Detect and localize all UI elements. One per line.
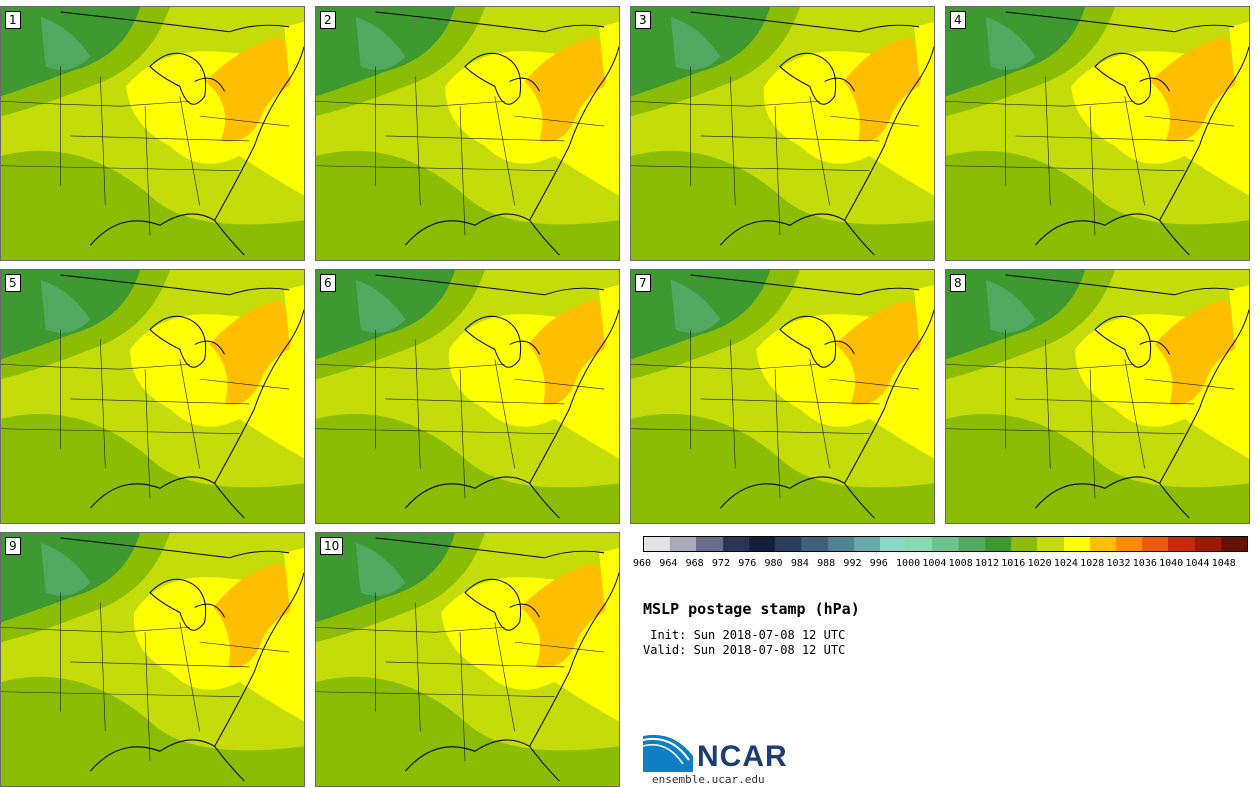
colorbar-tick-label: 1032 bbox=[1106, 558, 1131, 569]
colorbar-swatch bbox=[644, 537, 671, 551]
colorbar-tick-label: 1036 bbox=[1132, 558, 1157, 569]
colorbar-tick-label: 1000 bbox=[896, 558, 921, 569]
colorbar-swatch bbox=[1011, 537, 1038, 551]
ensemble-member-map: 3 bbox=[630, 6, 935, 261]
colorbar-tick-label: 1040 bbox=[1159, 558, 1184, 569]
init-time: Init: Sun 2018-07-08 12 UTC bbox=[643, 628, 846, 642]
colorbar-tick-label: 980 bbox=[764, 558, 783, 569]
colorbar-tick-label: 1012 bbox=[974, 558, 1000, 569]
colorbar-swatch bbox=[1089, 537, 1116, 551]
colorbar-tick-label: 976 bbox=[738, 558, 757, 569]
member-number-label: 8 bbox=[950, 274, 966, 292]
ensemble-member-map: 10 bbox=[315, 532, 620, 787]
colorbar-swatch bbox=[1115, 537, 1143, 551]
colorbar-tick-label: 1020 bbox=[1027, 558, 1052, 569]
ncar-logo-text: NCAR bbox=[697, 740, 788, 773]
colorbar-swatch bbox=[775, 537, 802, 551]
colorbar-swatch bbox=[932, 537, 959, 551]
colorbar-tick-label: 988 bbox=[817, 558, 836, 569]
colorbar-swatch bbox=[879, 537, 907, 551]
member-number-label: 1 bbox=[5, 11, 21, 29]
member-number-label: 4 bbox=[950, 11, 966, 29]
member-number-label: 9 bbox=[5, 537, 21, 555]
ensemble-member-map: 5 bbox=[0, 269, 305, 524]
colorbar-tick-label: 996 bbox=[869, 558, 888, 569]
colorbar-swatch bbox=[958, 537, 985, 551]
ensemble-member-map: 8 bbox=[945, 269, 1250, 524]
colorbar-swatch bbox=[670, 537, 697, 551]
colorbar-swatch bbox=[1142, 537, 1169, 551]
colorbar-tick-label: 960 bbox=[633, 558, 652, 569]
colorbar-swatch bbox=[853, 537, 880, 551]
member-number-label: 3 bbox=[635, 11, 651, 29]
colorbar-tick-label: 1016 bbox=[1001, 558, 1026, 569]
member-number-label: 6 bbox=[320, 274, 336, 292]
colorbar-tick-label: 984 bbox=[790, 558, 809, 569]
colorbar-tick-label: 972 bbox=[711, 558, 730, 569]
colorbar-tick-label: 1028 bbox=[1080, 558, 1105, 569]
chart-title: MSLP postage stamp (hPa) bbox=[643, 600, 860, 618]
colorbar-tick-label: 1024 bbox=[1053, 558, 1078, 569]
colorbar-tick-labels: 960 964 968 972 976 980 984 988 992 996 1000 1004 10… bbox=[633, 558, 1260, 572]
valid-time: Valid: Sun 2018-07-08 12 UTC bbox=[643, 643, 846, 657]
pressure-colorbar bbox=[643, 536, 1248, 552]
colorbar-swatch bbox=[827, 537, 854, 551]
colorbar-swatch bbox=[1037, 537, 1064, 551]
ensemble-member-map: 7 bbox=[630, 269, 935, 524]
ensemble-member-map: 4 bbox=[945, 6, 1250, 261]
colorbar-swatch bbox=[1220, 537, 1248, 551]
member-number-label: 10 bbox=[320, 537, 344, 555]
ensemble-member-map: 1 bbox=[0, 6, 305, 261]
colorbar-tick-label: 1048 bbox=[1211, 558, 1236, 569]
colorbar-swatch bbox=[1063, 537, 1090, 551]
member-number-label: 2 bbox=[320, 11, 336, 29]
ensemble-member-map: 2 bbox=[315, 6, 620, 261]
colorbar-tick-label: 968 bbox=[685, 558, 704, 569]
colorbar-swatch bbox=[722, 537, 749, 551]
colorbar-tick-label: 1008 bbox=[948, 558, 973, 569]
ensemble-member-map: 9 bbox=[0, 532, 305, 787]
colorbar-swatch bbox=[696, 537, 723, 551]
colorbar-tick-label: 992 bbox=[843, 558, 862, 569]
colorbar-tick-label: 1004 bbox=[922, 558, 947, 569]
colorbar-swatch bbox=[906, 537, 933, 551]
ncar-logo-icon bbox=[643, 734, 693, 772]
colorbar-swatch bbox=[1194, 537, 1221, 551]
colorbar-swatch bbox=[748, 537, 776, 551]
member-number-label: 5 bbox=[5, 274, 21, 292]
colorbar-swatch bbox=[1168, 537, 1195, 551]
colorbar-tick-label: 1044 bbox=[1185, 558, 1210, 569]
site-url: ensemble.ucar.edu bbox=[652, 773, 765, 786]
colorbar-swatch bbox=[984, 537, 1012, 551]
colorbar-swatch bbox=[801, 537, 828, 551]
member-number-label: 7 bbox=[635, 274, 651, 292]
colorbar-tick-label: 964 bbox=[659, 558, 678, 569]
ensemble-member-map: 6 bbox=[315, 269, 620, 524]
